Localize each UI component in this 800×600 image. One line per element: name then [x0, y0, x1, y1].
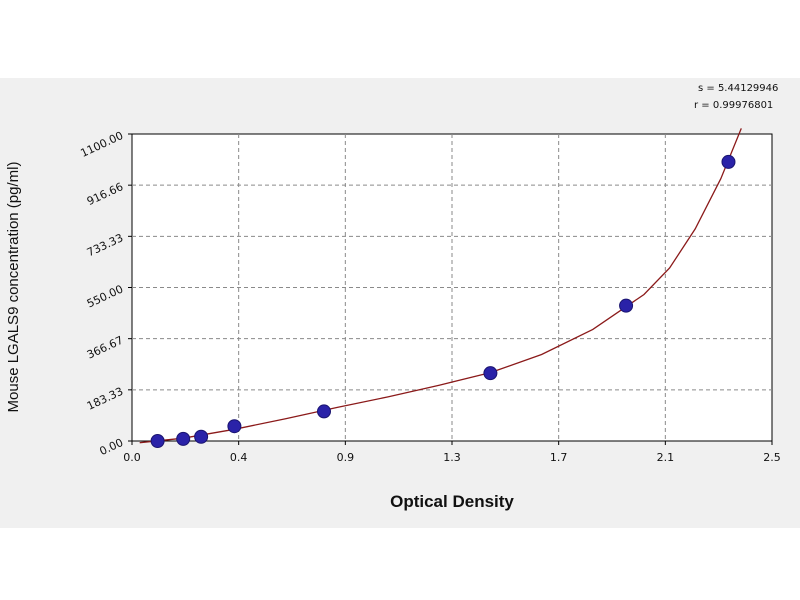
data-point [619, 298, 634, 313]
y-tick-label: 1100.00 [79, 129, 126, 160]
data-point [150, 434, 165, 448]
data-point [176, 431, 191, 446]
x-tick-label: 0.9 [337, 451, 355, 464]
data-point [194, 429, 209, 444]
y-tick-label: 916.66 [85, 180, 125, 208]
y-tick-label: 183.33 [85, 385, 125, 413]
x-tick-label: 2.1 [657, 451, 675, 464]
y-axis-title: Mouse LGALS9 concentration (pg/ml) [5, 162, 22, 413]
y-tick-label: 733.33 [85, 231, 125, 259]
stat-r: r = 0.99976801 [694, 100, 773, 111]
x-tick-label: 2.5 [763, 451, 781, 464]
x-axis-title: Optical Density [390, 492, 514, 511]
chart-svg: 0.0 0.4 0.9 1.3 1.7 2.1 2.5 0.00 183.33 366.67 55… [5, 83, 781, 511]
y-tick-label: 550.00 [85, 282, 125, 310]
chart-frame: 0.0 0.4 0.9 1.3 1.7 2.1 2.5 0.00 183.33 366.67 55… [0, 78, 800, 528]
y-tick-label: 366.67 [85, 334, 125, 362]
x-tick-label: 1.3 [443, 451, 461, 464]
x-tick-label: 0.4 [230, 451, 248, 464]
x-tick-label: 1.7 [550, 451, 568, 464]
data-point [227, 419, 242, 434]
data-point [317, 404, 331, 419]
data-point [721, 154, 736, 169]
x-tick-label: 0.0 [123, 451, 141, 464]
y-tick-label: 0.00 [98, 436, 126, 458]
data-point [483, 366, 498, 381]
stat-s: s = 5.44129946 [698, 83, 778, 94]
